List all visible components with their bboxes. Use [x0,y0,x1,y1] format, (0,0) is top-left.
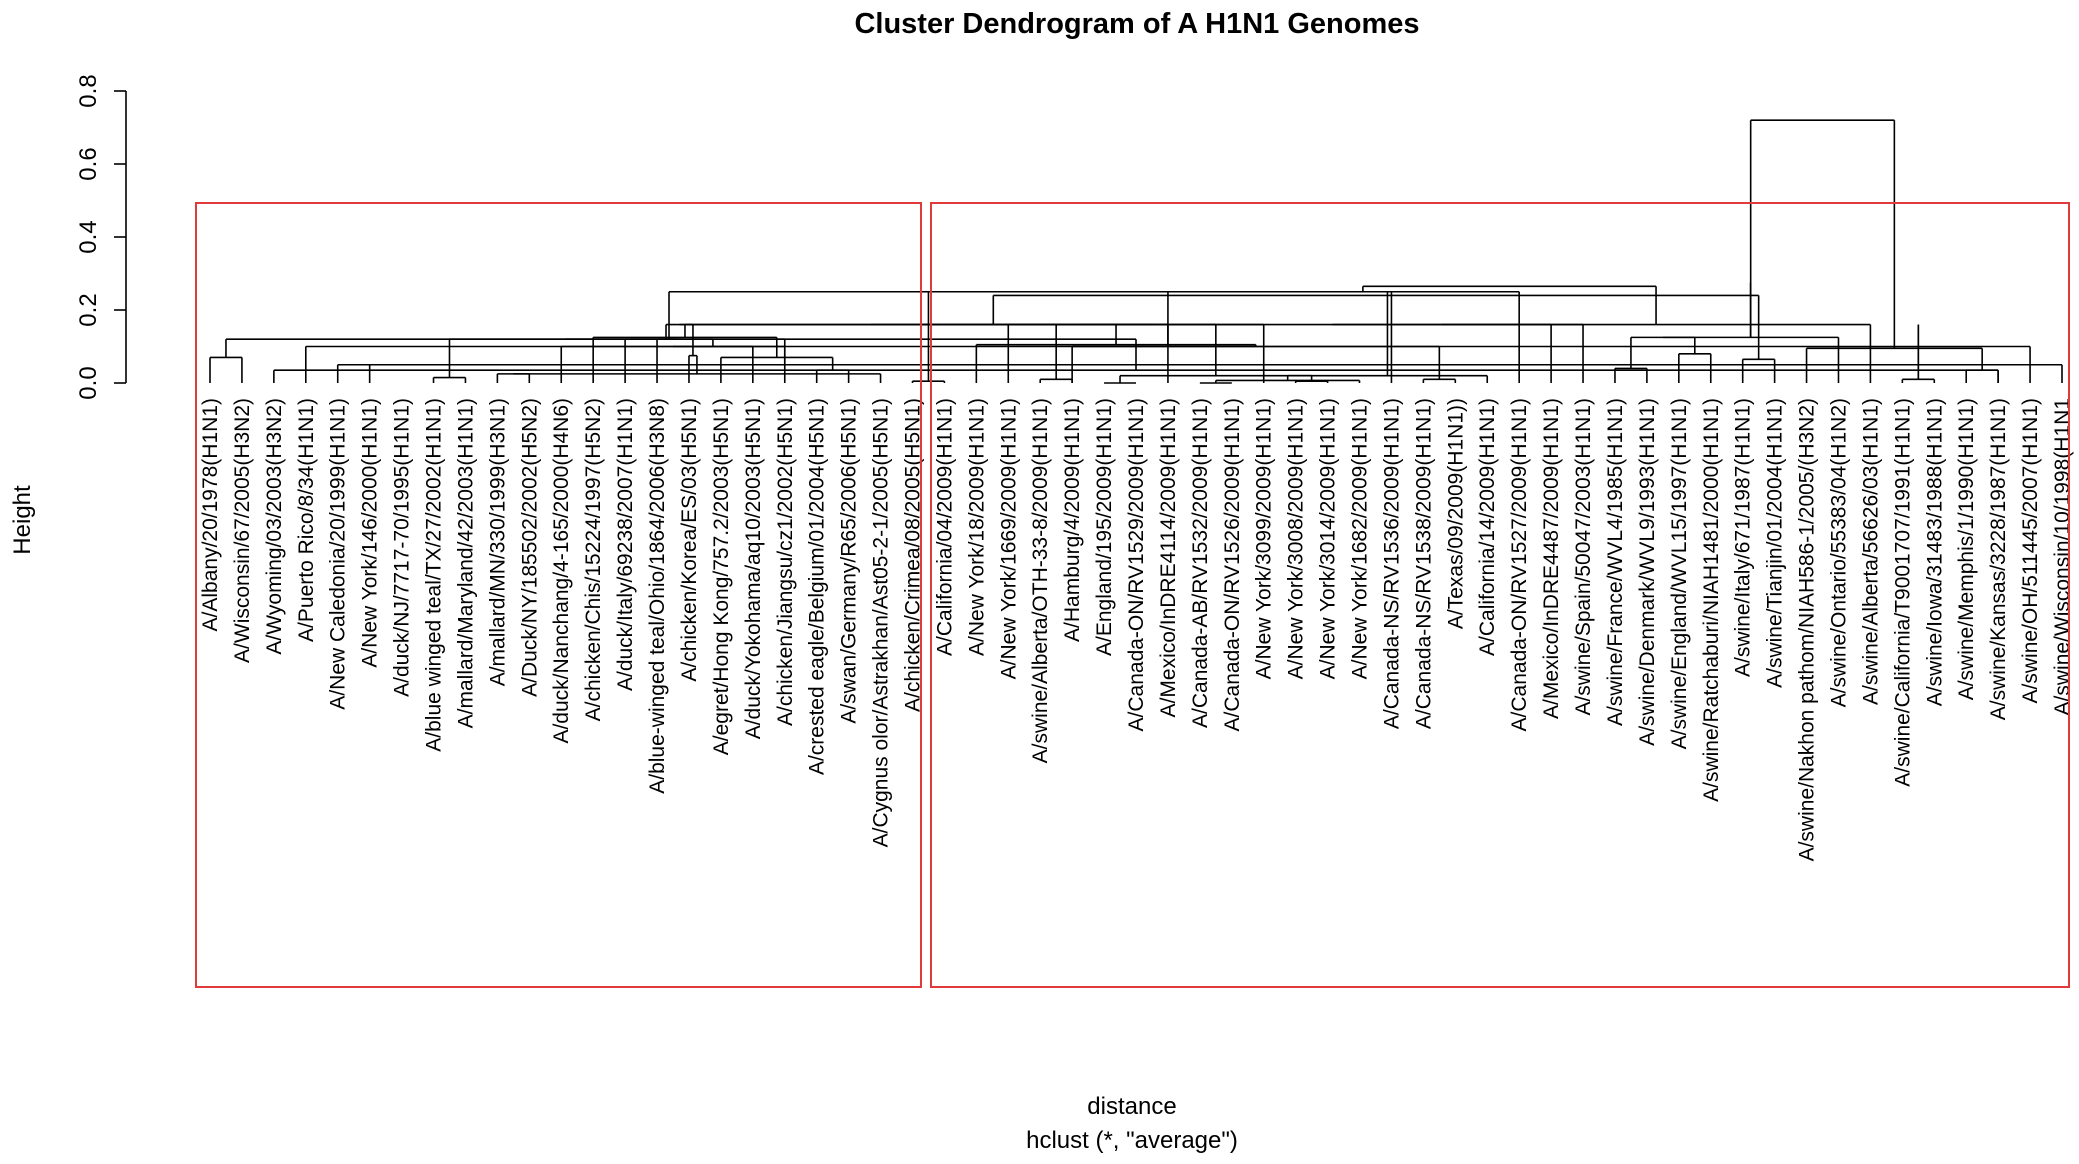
leaf-label: A/Canada-NS/RV1536/2009(H1N1) [1380,398,1403,729]
chart-title: Cluster Dendrogram of A H1N1 Genomes [854,8,1419,40]
leaf-label: A/swine/Spain/50047/2003(H1N1) [1572,398,1595,716]
leaf-label: A/England/195/2009(H1N1) [1093,398,1116,656]
y-tick-label: 0.6 [75,147,102,180]
leaf-label: A/Wyoming/03/2003(H3N2) [263,398,286,655]
leaf-label: A/swine/Nakhon pathom/NIAH586-1/2005/(H3… [1796,398,1819,861]
leaf-label: A/mallard/Maryland/42/2003(H1N1) [454,398,477,728]
leaf-label: A/swine/Wisconsin/10/1998(H1N1 [2051,398,2074,715]
y-tick-label: 0.2 [75,293,102,326]
leaf-label: A/chicken/Jiangsu/cz1/2002(H5N1) [774,398,797,726]
leaf-label: A/Canada-ON/RV1529/2009(H1N1) [1125,398,1148,731]
y-axis-label: Height [9,485,36,555]
leaf-label: A/swine/Iowa/31483/1988(H1N1) [1923,398,1946,706]
leaf-label: A/swine/Alberta/OTH-33-8/2009(H1N1) [1029,398,1052,763]
leaf-label: A/blue-winged teal/Ohio/1864/2006(H3N8) [646,398,669,794]
leaf-label: A/swine/Memphis/1/1990(H1N1) [1955,398,1978,700]
leaf-label: A/Mexico/InDRE4114/2009(H1N1) [1157,398,1180,717]
leaf-label: A/egret/Hong Kong/757.2/2003(H5N1) [710,398,733,755]
leaf-label: A/swine/France/WVL4/1985(H1N1) [1604,398,1627,726]
leaf-label: A/swine/Alberta/56626/03(H1N1) [1859,398,1882,705]
dendrogram-branches [209,119,2063,384]
chart-subtitle: hclust (*, "average") [1026,1127,1238,1154]
leaf-label: A/Canada-NS/RV1538/2009(H1N1) [1412,398,1435,729]
leaf-label: A/chicken/Korea/ES/03(H5N1) [678,398,701,682]
leaf-label: A/swine/Tianjin/01/2004(H1N1) [1764,398,1787,688]
leaf-label: A/New York/3099/2009(H1N1) [1253,398,1276,679]
leaf-label: A/Canada-ON/RV1527/2009(H1N1) [1508,398,1531,731]
leaf-label: A/swine/California/T9001707/1991(H1N1) [1891,398,1914,787]
leaf-label: A/duck/Italy/69238/2007(H1N1) [614,398,637,691]
y-axis: 0.0 0.2 0.4 0.6 0.8 [75,74,127,400]
leaf-label: A/New York/3008/2009(H1N1) [1285,398,1308,679]
leaf-label: A/mallard/MN/330/1999(H3N1) [486,398,509,686]
leaf-label: A/Wisconsin/67/2005(H3N2) [231,398,254,663]
leaf-label: A/New York/18/2009(H1N1) [965,398,988,656]
leaf-label: A/Mexico/InDRE4487/2009(H1N1) [1540,398,1563,719]
leaf-label: A/New York/146/2000(H1N1) [359,398,382,668]
leaf-label: A/California/14/2009(H1N1) [1476,398,1499,656]
leaf-labels: A/Albany/20/1978(H1N1) A/Wisconsin/67/200… [199,398,2074,861]
leaf-label: A/Texas/09/2009(H1N1)) [1444,398,1467,629]
leaf-label: A/Duck/NY/185502/2002(H5N2) [518,398,541,697]
leaf-label: A/New York/1682/2009(H1N1) [1349,398,1372,679]
leaf-label: A/swine/Ontario/55383/04(H1N2) [1827,398,1850,707]
leaf-label: A/duck/Yokohama/aq10/2003(H5N1) [742,398,765,739]
leaf-label: A/Puerto Rico/8/34(H1N1) [295,398,318,642]
leaf-label: A/New York/1669/2009(H1N1) [997,398,1020,679]
x-axis-label: distance [1087,1093,1176,1120]
leaf-label: A/chicken/Chis/15224/1997(H5N2) [582,398,605,721]
leaf-label: A/swine/Kansas/3228/1987(H1N1) [1987,398,2010,720]
leaf-label: A/swine/England/WVL15/1997(H1N1) [1668,398,1691,749]
leaf-label: A/swan/Germany/R65/2006(H5N1) [838,398,861,724]
y-tick-label: 0.8 [75,74,102,107]
y-tick-label: 0.0 [75,366,102,399]
leaf-label: A/swine/OH/511445/2007(H1N1) [2019,398,2042,703]
leaf-label: A/Canada-AB/RV1532/2009(H1N1) [1189,398,1212,728]
leaf-label: A/duck/Nanchang/4-165/2000(H4N6) [550,398,573,744]
leaf-label: A/swine/Denmark/WVL9/1993(H1N1) [1636,398,1659,746]
leaf-label: A/blue winged teal/TX/27/2002(H1N1) [423,398,446,752]
leaf-label: A/chicken/Crimea/08/2005(H5N1) [901,398,924,712]
leaf-label: A/Hamburg/4/2009(H1N1) [1061,398,1084,642]
leaf-label: A/duck/NJ/7717-70/1995(H1N1) [391,398,414,697]
leaf-label: A/New York/3014/2009(H1N1) [1317,398,1340,679]
leaf-label: A/New Caledonia/20/1999(H1N1) [327,398,350,710]
leaf-label: A/Cygnus olor/Astrakhan/Ast05-2-1/2005(H… [870,398,893,847]
y-tick-label: 0.4 [75,220,102,253]
leaf-label: A/Albany/20/1978(H1N1) [199,398,222,631]
leaf-label: A/crested eagle/Belgium/01/2004(H5N1) [806,398,829,775]
leaf-label: A/Canada-ON/RV1526/2009(H1N1) [1221,398,1244,731]
leaf-label: A/swine/Italy/671/1987(H1N1) [1732,398,1755,677]
cluster-box-avian [195,202,922,988]
leaf-label: A/swine/Ratchaburi/NIAH1481/2000(H1N1) [1700,398,1723,802]
leaf-label: A/California/04/2009(H1N1) [933,398,956,656]
cluster-box-swine-pandemic [930,202,2070,988]
